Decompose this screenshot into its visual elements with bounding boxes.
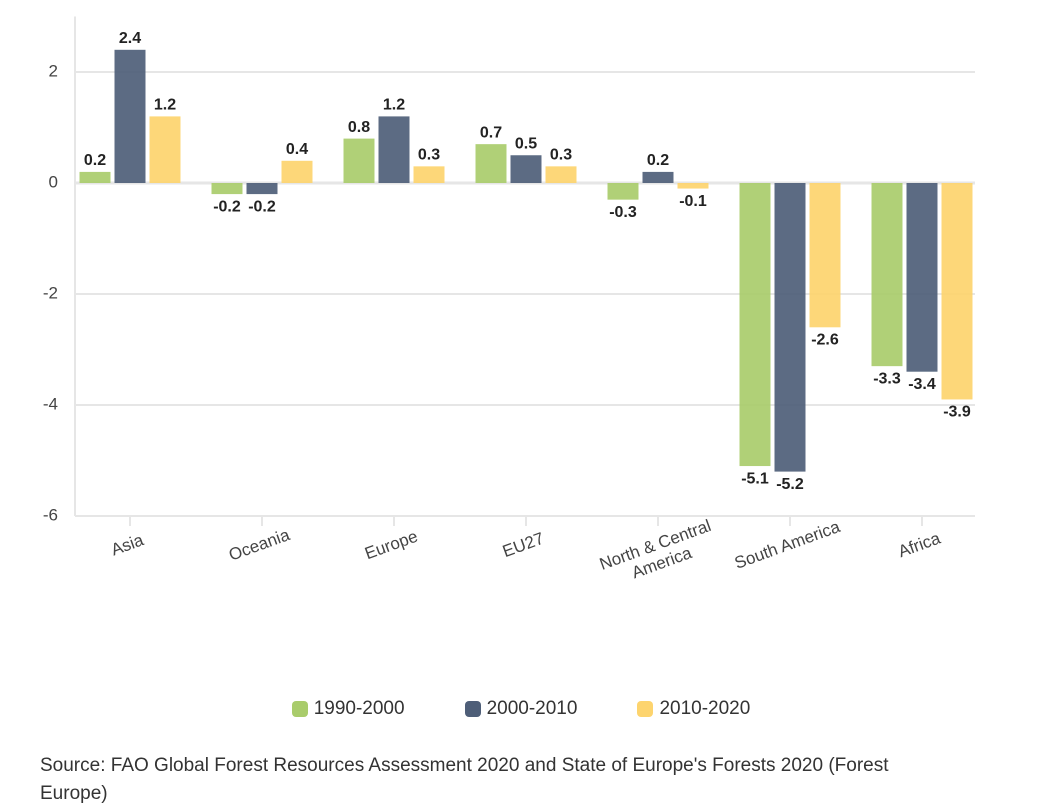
- bar: [475, 144, 507, 183]
- bar: [413, 166, 445, 183]
- bar: [941, 183, 973, 400]
- bar: [545, 166, 577, 183]
- value-label: -3.9: [943, 404, 971, 421]
- legend-label: 2010-2020: [659, 698, 751, 719]
- value-label: 0.8: [348, 119, 370, 136]
- value-label: -0.2: [248, 198, 276, 215]
- bar: [906, 183, 938, 372]
- value-label: -5.2: [776, 476, 804, 493]
- value-label: 0.2: [647, 152, 669, 169]
- bar: [343, 138, 375, 183]
- legend-label: 1990-2000: [313, 698, 405, 719]
- value-label: 0.2: [84, 152, 106, 169]
- bar: [774, 183, 806, 472]
- y-tick-label: 2: [49, 61, 58, 80]
- bar: [510, 155, 542, 183]
- bar: [378, 116, 410, 183]
- bar: [149, 116, 181, 183]
- value-label: -0.3: [609, 204, 637, 221]
- bar: [114, 49, 146, 183]
- legend-swatch: [291, 701, 308, 717]
- legend-item: 1990-2000: [291, 698, 405, 720]
- legend-item: 2000-2010: [464, 698, 578, 720]
- bar: [246, 183, 278, 195]
- bar: [607, 183, 639, 200]
- value-label: 0.7: [480, 124, 502, 141]
- value-label: 1.2: [154, 97, 176, 114]
- bar: [739, 183, 771, 467]
- value-label: 2.4: [119, 30, 141, 47]
- value-label: -0.1: [679, 193, 707, 210]
- y-tick-label: -6: [43, 505, 58, 524]
- legend-swatch: [637, 701, 654, 717]
- bar: [809, 183, 841, 328]
- chart: -6 -4 -2 0 2 0.2 2.4 1.2 -0.2 -0.2 0.4 0.8 1.2 0.3 0.7…: [43, 16, 975, 526]
- y-tick-label: -4: [43, 394, 58, 413]
- bar: [642, 171, 674, 183]
- bar: [871, 183, 903, 367]
- bar: [211, 183, 243, 195]
- legend: 1990-2000 2000-2010 2010-2020: [0, 698, 1042, 720]
- value-label: -2.6: [811, 332, 839, 349]
- y-tick-label: 0: [49, 172, 58, 191]
- value-label: 0.4: [286, 141, 308, 158]
- bar: [677, 183, 709, 189]
- value-label: -0.2: [213, 198, 241, 215]
- bar: [281, 160, 313, 183]
- legend-item: 2010-2020: [637, 698, 750, 720]
- value-label: -5.1: [741, 470, 769, 487]
- value-label: 0.5: [515, 135, 537, 152]
- value-label: 0.3: [550, 147, 572, 164]
- source: Source: FAO Global Forest Resources Asse…: [40, 755, 889, 804]
- value-label: -3.3: [873, 370, 901, 387]
- legend-label: 2000-2010: [486, 698, 578, 719]
- value-label: -3.4: [908, 376, 936, 393]
- value-label: 0.3: [418, 147, 440, 164]
- bar: [79, 171, 111, 183]
- legend-swatch: [464, 701, 481, 717]
- y-tick-label: -2: [43, 283, 58, 302]
- value-label: 1.2: [383, 97, 405, 114]
